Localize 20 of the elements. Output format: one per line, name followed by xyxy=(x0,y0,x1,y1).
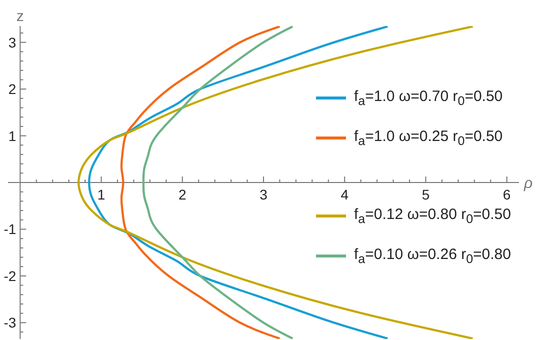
x-tick-label: 3 xyxy=(260,186,268,202)
legend-label: f$_{a}$=1.0 ω=0.70 r$_{0}$=0.50 xyxy=(354,88,503,108)
line-series xyxy=(120,26,281,339)
x-tick-label: 2 xyxy=(178,186,186,202)
legend-label: f$_{a}$=0.12 ω=0.80 r$_{0}$=0.50 xyxy=(354,206,511,226)
line-series xyxy=(142,26,294,339)
x-tick-label: 1 xyxy=(97,186,106,202)
y-tick-label: -3 xyxy=(4,314,16,331)
y-tick-label: 3 xyxy=(8,34,16,50)
x-tick-label: 6 xyxy=(502,186,511,202)
x-tick-label: 4 xyxy=(340,186,349,202)
y-tick-label: 1 xyxy=(8,128,16,144)
x-tick-label: 5 xyxy=(422,186,430,202)
x-axis-title: ρ xyxy=(523,174,533,192)
legend-label: f$_{a}$=0.10 ω=0.26 r$_{0}$=0.80 xyxy=(354,246,511,266)
y-tick-label: -2 xyxy=(4,268,16,284)
y-axis-title: z xyxy=(16,8,24,25)
y-tick-label: -1 xyxy=(4,221,16,238)
legend-label: f$_{a}$=1.0 ω=0.25 r$_{0}$=0.50 xyxy=(354,128,503,148)
y-tick-label: 2 xyxy=(8,81,16,98)
